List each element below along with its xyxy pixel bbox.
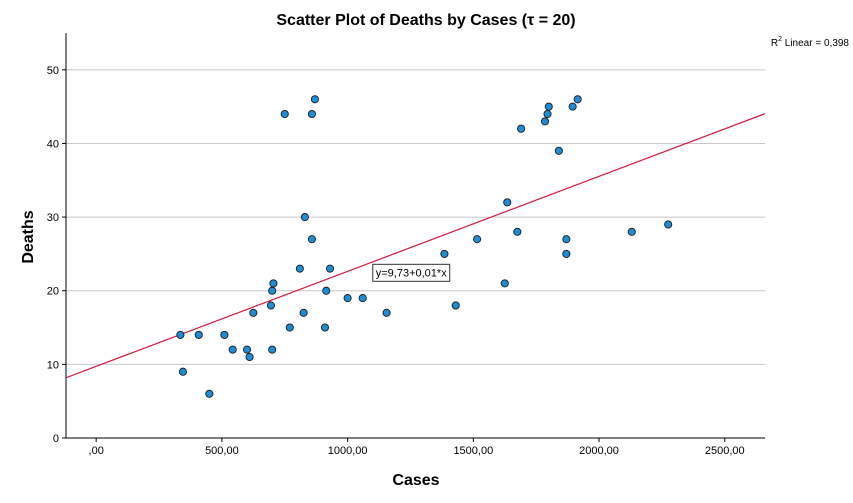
x-tick-label: 2000,00 bbox=[579, 445, 619, 457]
data-point bbox=[554, 146, 563, 155]
r2-prefix: R bbox=[771, 38, 778, 49]
data-point bbox=[249, 308, 258, 317]
data-point bbox=[322, 286, 331, 295]
x-tick-label: 2500,00 bbox=[705, 445, 745, 457]
y-tick-label: 40 bbox=[47, 138, 59, 150]
data-point bbox=[562, 249, 571, 258]
data-point bbox=[544, 102, 553, 111]
data-point bbox=[205, 389, 214, 398]
data-point bbox=[517, 124, 526, 133]
data-point bbox=[310, 95, 319, 104]
data-point bbox=[513, 227, 522, 236]
data-point bbox=[627, 227, 636, 236]
x-axis-label: Cases bbox=[392, 472, 439, 489]
data-point bbox=[299, 308, 308, 317]
data-point bbox=[325, 264, 335, 273]
data-points bbox=[176, 95, 673, 398]
fit-equation-label: y=9,73+0,01*x bbox=[376, 267, 447, 279]
data-point bbox=[269, 279, 278, 288]
y-tick-label: 50 bbox=[47, 65, 59, 77]
data-point bbox=[300, 213, 309, 222]
x-tick-label: 500,00 bbox=[205, 445, 239, 457]
data-point bbox=[664, 220, 673, 229]
data-point bbox=[343, 294, 352, 303]
data-point bbox=[220, 330, 229, 339]
data-point bbox=[358, 294, 367, 303]
x-tick-label: ,00 bbox=[89, 445, 104, 457]
fit-line bbox=[65, 113, 766, 379]
data-point bbox=[573, 95, 582, 104]
data-point bbox=[228, 345, 237, 354]
data-point bbox=[473, 235, 482, 244]
grid-lines bbox=[66, 69, 765, 365]
r2-superscript: 2 bbox=[778, 36, 782, 43]
data-point bbox=[242, 345, 252, 354]
data-point bbox=[280, 109, 289, 119]
fit-equation-box bbox=[372, 263, 451, 282]
data-point bbox=[194, 330, 203, 339]
data-point bbox=[440, 249, 449, 258]
data-point bbox=[540, 117, 550, 126]
y-tick-label: 0 bbox=[53, 433, 59, 445]
data-point bbox=[307, 235, 316, 244]
data-point bbox=[543, 109, 552, 119]
data-point bbox=[295, 264, 304, 273]
data-point bbox=[178, 367, 187, 376]
data-point bbox=[307, 109, 316, 119]
y-tick-label: 10 bbox=[47, 359, 59, 371]
data-point bbox=[285, 323, 294, 332]
data-point bbox=[320, 323, 330, 332]
data-point bbox=[268, 286, 277, 295]
data-point bbox=[503, 198, 512, 207]
data-point bbox=[268, 345, 277, 354]
data-point bbox=[500, 279, 509, 288]
data-point bbox=[266, 301, 275, 310]
fit-equation-group: y=9,73+0,01*x bbox=[372, 263, 451, 282]
chart-title: Scatter Plot of Deaths by Cases (τ = 20) bbox=[276, 12, 575, 29]
data-point bbox=[562, 235, 571, 244]
data-point bbox=[245, 352, 254, 362]
data-point bbox=[382, 308, 391, 317]
r2-label: R2 Linear = 0,398 bbox=[771, 36, 850, 49]
x-tick-label: 1500,00 bbox=[453, 445, 493, 457]
y-tick-label: 30 bbox=[47, 212, 59, 224]
fit-line-group bbox=[65, 113, 766, 379]
r2-suffix: Linear = 0,398 bbox=[782, 38, 849, 49]
y-axis-label: Deaths bbox=[20, 210, 37, 263]
data-point bbox=[451, 301, 460, 310]
y-tick-label: 20 bbox=[47, 286, 59, 298]
data-point bbox=[568, 102, 577, 111]
tick-labels: 0 10 20 30 40 50 ,00 500,00 1000,00 1500,00 2000,0… bbox=[47, 65, 745, 457]
axes bbox=[62, 33, 765, 442]
x-tick-label: 1000,00 bbox=[328, 445, 368, 457]
data-point bbox=[176, 330, 185, 339]
